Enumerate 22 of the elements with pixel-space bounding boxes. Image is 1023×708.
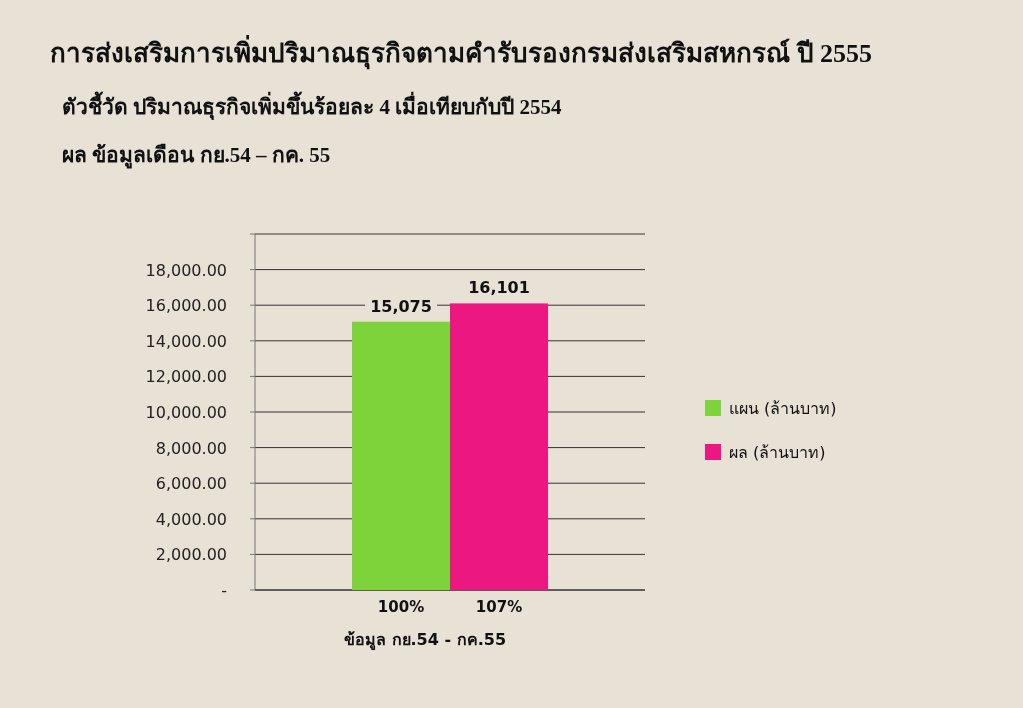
data-label: 15,075 — [370, 296, 432, 316]
y-tick-label: 4,000.00 — [155, 509, 227, 529]
x-tick-label: 100% — [377, 598, 425, 616]
legend-label: แผน (ล้านบาท) — [729, 399, 837, 418]
y-tick-label: 12,000.00 — [145, 367, 227, 387]
legend-label: ผล (ล้านบาท) — [729, 443, 826, 462]
chart-subtitle: ตัวชี้วัด ปริมาณธุรกิจเพิ่มขึ้นร้อยละ 4 เมื่อเทียบกับปี 2554 — [62, 91, 562, 121]
y-tick-label: 6,000.00 — [155, 474, 227, 494]
y-tick-label: 2,000.00 — [155, 545, 227, 565]
y-tick-label: - — [221, 581, 227, 600]
text: ผล ข้อมูลเดือน กย.54 – กค. 55 — [62, 143, 331, 169]
y-tick-label: 10,000.00 — [145, 403, 227, 422]
legend-item: ผล (ล้านบาท) — [705, 443, 826, 462]
chart-title: การส่งเสริมการเพิ่มปริมาณธุรกิจตามคำรับรองกรมส่งเสริมสหกรณ์ ปี 2555 — [50, 34, 872, 70]
x-axis-title: ข้อมูล กย.54 - กค.55 — [343, 630, 507, 651]
y-tick-label: 16,000.00 — [145, 296, 227, 316]
legend-item: แผน (ล้านบาท) — [705, 399, 837, 418]
y-tick-label: 14,000.00 — [145, 331, 227, 351]
x-tick-label: 107% — [475, 598, 523, 616]
data-label: 16,101 — [468, 278, 530, 298]
y-tick-label: 8,000.00 — [155, 438, 227, 458]
y-tick-label: 18,000.00 — [145, 260, 227, 280]
